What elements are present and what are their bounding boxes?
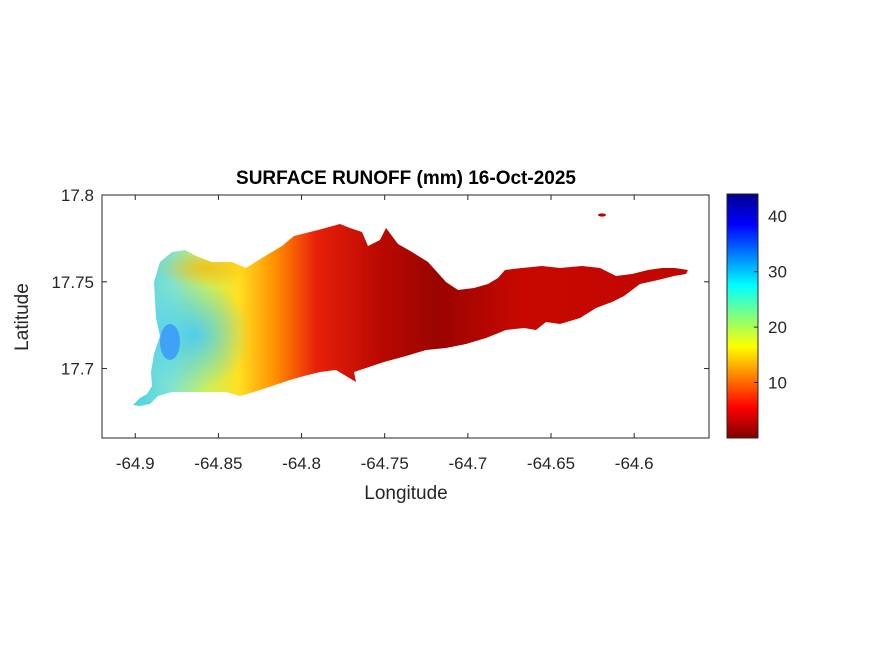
colorbar-tick-label: 40	[768, 207, 787, 226]
y-tick-label: 17.7	[61, 360, 94, 379]
west-high-runoff-zone	[140, 280, 250, 390]
colorbar-tick-label: 30	[768, 263, 787, 282]
x-tick-label: -64.8	[282, 454, 321, 473]
map-title: SURFACE RUNOFF (mm) 16-Oct-2025	[236, 168, 576, 189]
x-tick-label: -64.6	[615, 454, 654, 473]
colorbar-tick-label: 20	[768, 318, 787, 337]
island-runoff-field	[133, 224, 688, 406]
colorbar-gradient	[726, 193, 759, 439]
colorbar-tick-label: 10	[768, 374, 787, 393]
colorbar-ticks: 10 20 30 40	[754, 207, 787, 393]
x-axis-ticks: -64.9 -64.85 -64.8 -64.75 -64.7 -64.65 -64.6	[116, 195, 654, 473]
island-raster	[133, 213, 688, 406]
y-axis-label: Latitude	[12, 283, 33, 351]
islet-top-right	[598, 213, 606, 217]
x-tick-label: -64.85	[194, 454, 242, 473]
y-tick-label: 17.75	[51, 273, 94, 292]
y-tick-label: 17.8	[61, 186, 94, 205]
far-west-blue-zone	[160, 324, 180, 360]
x-tick-label: -64.9	[116, 454, 155, 473]
x-tick-label: -64.65	[527, 454, 575, 473]
axes-box	[101, 194, 710, 439]
y-axis-ticks: 17.7 17.75 17.8	[51, 186, 709, 379]
x-tick-label: -64.75	[361, 454, 409, 473]
colorbar: 10 20 30 40	[726, 193, 787, 439]
x-tick-label: -64.7	[448, 454, 487, 473]
x-axis-label: Longitude	[364, 483, 447, 504]
